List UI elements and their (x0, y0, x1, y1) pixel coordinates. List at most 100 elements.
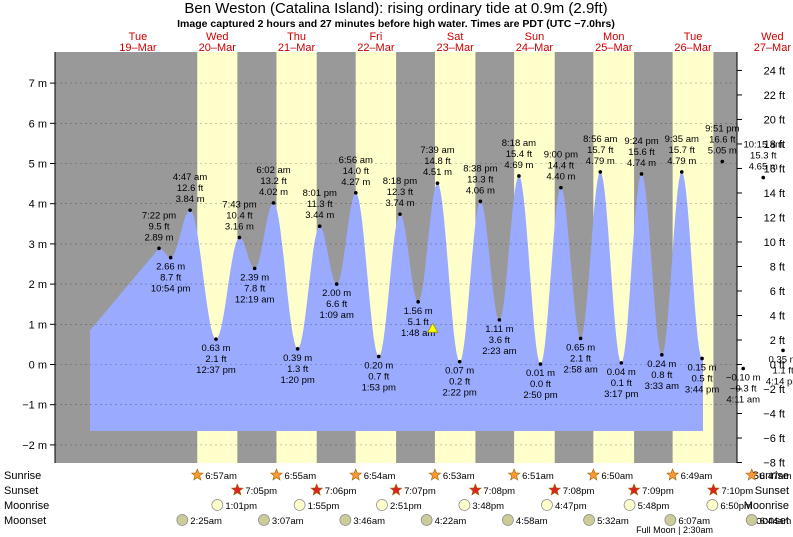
tide-extreme-time: 8:18 pm (383, 176, 417, 187)
right-axis-tick-label: −2 ft (763, 384, 785, 396)
tide-extreme-meters: 0.63 m (201, 343, 230, 354)
day-date: 25–Mar (595, 42, 633, 54)
tide-extreme-point (376, 354, 381, 359)
tide-extreme-meters: 4.69 m (504, 160, 533, 171)
tide-extreme-time: 12:19 am (235, 294, 275, 305)
tide-extreme-time: 1:09 am (320, 310, 354, 321)
right-axis-tick-label: 16 ft (764, 163, 785, 175)
tide-extreme-feet: 0.2 ft (449, 377, 470, 388)
right-axis-tick-label: 22 ft (764, 90, 785, 102)
day-name: Sat (447, 31, 464, 43)
moonrise-icon (458, 499, 471, 511)
moonset-icon (420, 514, 433, 526)
right-axis-tick-label: 0 ft (770, 360, 785, 372)
tide-extreme-meters: 0.01 m (526, 368, 555, 379)
tide-extreme-feet: 12.6 ft (177, 183, 204, 194)
day-name: Wed (206, 31, 228, 43)
moonrise-time: 4:47pm (555, 501, 587, 512)
tide-extreme-time: 8:38 pm (463, 163, 497, 174)
tide-extreme-point (598, 170, 603, 174)
moonset-icon (502, 514, 514, 526)
tide-extreme-feet: 15.7 ft (669, 145, 696, 156)
tide-extreme-time: 9:24 pm (624, 136, 658, 147)
grid-lines (55, 82, 737, 446)
sunrise-time: 6:47am (760, 471, 792, 482)
tide-extreme-point (660, 353, 664, 357)
sunset-time: 7:08pm (483, 486, 515, 497)
tide-extreme-point (317, 224, 322, 229)
tide-extreme-meters: 4.51 m (423, 167, 452, 178)
tide-extreme-meters: 0.24 m (647, 359, 676, 370)
sunrise-time: 6:55am (284, 471, 316, 482)
sunset-icon (548, 483, 562, 496)
right-axis-tick-label: 4 ft (770, 310, 785, 322)
full-moon-note: Full Moon | 2:30am (636, 525, 713, 535)
left-axis-tick-label: 2 m (29, 279, 47, 291)
tide-extreme-feet: 2.1 ft (570, 353, 591, 364)
tide-area (90, 171, 703, 431)
tide-extreme-point (237, 235, 242, 240)
tide-extreme-time: 7:43 pm (222, 199, 256, 210)
sunrise-icon (270, 468, 283, 481)
moonrise-time: 6:50pm (720, 501, 752, 512)
sunset-time: 7:08pm (563, 486, 595, 497)
moonset-time: 2:25am (190, 516, 222, 527)
tide-extreme-time: 9:35 am (665, 134, 699, 145)
tide-extreme-meters: 0.35 m (769, 354, 793, 365)
tide-extreme-meters: 4.06 m (466, 185, 495, 196)
tide-extreme-point (168, 255, 173, 260)
tide-extreme-feet: 15.7 ft (587, 145, 614, 156)
tide-extreme-time: 7:22 pm (142, 210, 176, 221)
sunrise-row-label-left: Sunrise (4, 470, 41, 482)
tide-extreme-time: 3:44 pm (685, 384, 719, 395)
day-date: 27–Mar (754, 42, 792, 54)
tide-extreme-time: 2:23 am (482, 346, 516, 357)
tide-extreme-point (538, 362, 543, 366)
tide-extreme-feet: 1.3 ft (287, 364, 308, 375)
tide-extreme-time: 2:50 pm (523, 390, 557, 401)
moonrise-icon (706, 499, 719, 511)
tide-extreme-time: 10:15 am (743, 140, 783, 151)
left-axis-tick-label: 5 m (29, 159, 47, 171)
current-tide-triangle (427, 322, 439, 333)
tide-extreme-feet: 13.3 ft (467, 174, 494, 185)
moonrise-icon (623, 499, 636, 511)
tide-extreme-feet: 0.8 ft (651, 370, 672, 381)
tide-extreme-time: 2:22 pm (443, 388, 477, 399)
left-axis-tick-label: 3 m (29, 239, 47, 251)
moonset-time: 4:22am (435, 516, 467, 527)
tide-extreme-feet: 1.1 ft (772, 365, 793, 376)
moonset-icon (258, 514, 270, 526)
tide-extreme-feet: 7.8 ft (244, 283, 265, 294)
tide-extreme-time: 7:39 am (420, 145, 454, 156)
day-date: 19–Mar (119, 42, 157, 54)
tide-extreme-point (619, 361, 624, 365)
tide-extreme-meters: 4.65 m (749, 162, 778, 173)
tide-extreme-feet: 13.2 ft (260, 176, 287, 187)
sunset-row-label-left: Sunset (4, 485, 38, 497)
tide-extreme-time: 3:17 pm (604, 389, 638, 400)
right-axis-tick-label: 14 ft (764, 188, 785, 200)
moonset-time: 6:07am (678, 516, 710, 527)
right-axis-tick-label: 8 ft (770, 261, 785, 273)
tide-extreme-meters: 1.11 m (485, 324, 513, 335)
tide-extreme-meters: 0.20 m (364, 360, 393, 371)
sunset-time: 7:05pm (245, 486, 277, 497)
tide-extreme-meters: 4.27 m (341, 177, 370, 188)
right-axis-tick-label: 10 ft (764, 237, 785, 249)
left-axis-tick-label: 0 m (29, 360, 47, 372)
moonset-time: 3:07am (272, 516, 304, 527)
day-headers: Tue19–MarWed20–MarThu21–MarFri22–MarSat2… (119, 31, 791, 54)
tide-extreme-feet: 10.4 ft (226, 210, 253, 221)
tide-extreme-time: 12:37 pm (196, 365, 236, 376)
tide-extreme-feet: 5.1 ft (408, 317, 429, 328)
sunrise-icon (428, 468, 442, 481)
tide-extreme-point (517, 174, 521, 178)
moonrise-icon (211, 499, 224, 511)
left-axis-tick-label: −1 m (22, 400, 47, 412)
tide-extreme-feet: 2.1 ft (205, 354, 226, 365)
tide-extreme-meters: −0.10 m (726, 373, 761, 384)
right-axis-tick-label: −8 ft (763, 458, 785, 470)
moonset-icon (339, 514, 352, 526)
